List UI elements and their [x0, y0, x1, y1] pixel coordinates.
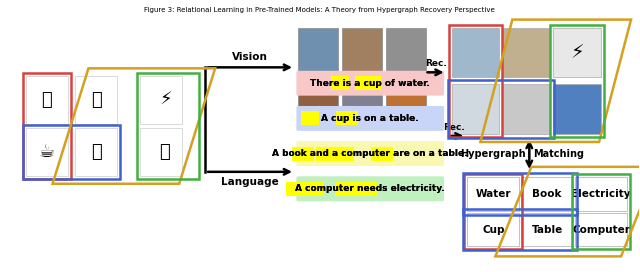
FancyBboxPatch shape [296, 141, 444, 166]
Bar [140, 128, 182, 176]
Bar [76, 76, 117, 124]
Text: There is a cup of water.: There is a cup of water. [310, 79, 430, 88]
Bar [522, 213, 573, 246]
Bar [298, 27, 338, 72]
Bar [553, 84, 601, 134]
Bar [451, 27, 499, 77]
Bar [502, 27, 550, 77]
Text: Electricity: Electricity [572, 189, 631, 199]
Bar [22, 73, 70, 179]
Bar [465, 174, 522, 249]
Text: ☕: ☕ [38, 143, 54, 161]
Bar [463, 209, 577, 251]
Text: Cup: Cup [482, 224, 505, 234]
Bar [331, 76, 349, 90]
Text: 🖥: 🖥 [159, 143, 170, 161]
Text: A book and a computer are on a table.: A book and a computer are on a table. [273, 149, 468, 158]
Text: A cup is on a table.: A cup is on a table. [321, 114, 419, 123]
FancyBboxPatch shape [296, 106, 444, 131]
Bar [342, 79, 381, 124]
Text: Table: Table [532, 224, 563, 234]
Bar [572, 174, 630, 249]
Text: Matching: Matching [533, 149, 584, 159]
Text: ⚡: ⚡ [570, 43, 584, 62]
Bar [336, 112, 358, 125]
Text: A cup is on a table.: A cup is on a table. [321, 114, 419, 123]
Text: Book: Book [532, 189, 562, 199]
Bar [386, 79, 426, 124]
Text: 📔: 📔 [91, 91, 102, 109]
Text: 🪑: 🪑 [91, 143, 102, 161]
Bar [502, 84, 550, 134]
Bar [463, 173, 577, 215]
Text: 💧: 💧 [41, 91, 52, 109]
Bar [449, 24, 502, 137]
Bar [386, 27, 426, 72]
Bar [467, 213, 519, 246]
Bar [26, 128, 67, 176]
Text: Rec.: Rec. [444, 123, 465, 132]
Bar [575, 177, 627, 211]
Bar [286, 182, 324, 196]
Bar [292, 147, 314, 160]
Bar [335, 182, 377, 196]
Text: There is a cup of water.: There is a cup of water. [310, 79, 430, 88]
Bar [522, 177, 573, 211]
Bar [451, 84, 499, 134]
Text: Language: Language [221, 177, 279, 187]
FancyBboxPatch shape [296, 71, 444, 96]
Bar [355, 76, 381, 90]
Bar [467, 177, 519, 211]
Bar [371, 147, 393, 160]
Bar [22, 125, 120, 179]
Bar [316, 147, 354, 160]
Text: Figure 3: Relational Learning in Pre-Trained Models: A Theory from Hypergraph Re: Figure 3: Relational Learning in Pre-Tra… [145, 7, 495, 13]
Bar [553, 27, 601, 77]
Text: Water: Water [476, 189, 511, 199]
Text: ⚡: ⚡ [160, 91, 173, 109]
Bar [26, 76, 67, 124]
Text: Hypergraph: Hypergraph [460, 149, 525, 159]
Text: Computer: Computer [572, 224, 630, 234]
Bar [447, 80, 554, 138]
Text: A computer needs electricity.: A computer needs electricity. [296, 184, 445, 193]
Text: A book and a computer are on a table.: A book and a computer are on a table. [273, 149, 468, 158]
Bar [550, 24, 604, 137]
FancyBboxPatch shape [296, 176, 444, 201]
Bar [301, 112, 319, 125]
Text: A computer needs electricity.: A computer needs electricity. [296, 184, 445, 193]
Bar [76, 128, 117, 176]
Bar [342, 27, 381, 72]
Text: Rec.: Rec. [425, 59, 447, 68]
Bar [575, 213, 627, 246]
Bar [138, 73, 199, 179]
Text: Vision: Vision [232, 52, 268, 62]
Bar [298, 79, 338, 124]
Bar [140, 76, 182, 124]
